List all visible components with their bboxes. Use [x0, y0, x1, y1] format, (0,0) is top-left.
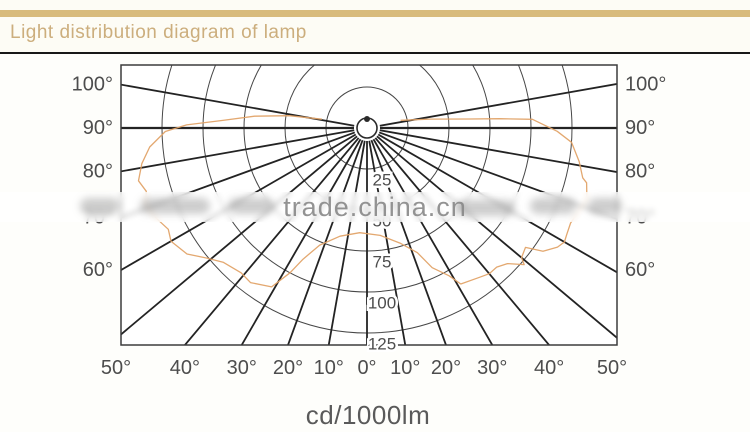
- angle-grid-line: [372, 138, 494, 345]
- chart-units-label: cd/1000lm: [305, 400, 431, 430]
- watermark-smudge: [80, 198, 120, 214]
- side-angle-label-right: 80°: [625, 160, 655, 182]
- side-angle-label-left: 100°: [72, 74, 113, 96]
- side-angle-label-left: 90°: [83, 117, 113, 139]
- angle-grid-line: [121, 133, 357, 272]
- bottom-angle-label: 20°: [431, 357, 461, 379]
- watermark-text: trade.china.cn: [283, 192, 467, 222]
- angle-grid-line: [287, 139, 364, 345]
- lamp-symbol-cap: [364, 116, 370, 122]
- bottom-angle-label: 10°: [390, 357, 420, 379]
- angle-grid-line: [378, 131, 617, 220]
- header-divider: [0, 52, 750, 54]
- radial-tick-label: 75: [373, 253, 392, 272]
- watermark-smudge: [228, 198, 274, 214]
- radial-tick-label: 25: [373, 171, 392, 190]
- angle-grid-line: [240, 138, 362, 345]
- bottom-angle-label: 10°: [314, 357, 344, 379]
- header-accent-bar: [0, 10, 750, 17]
- side-angle-label-right: 100°: [625, 74, 666, 96]
- angle-grid-line: [379, 83, 617, 127]
- bottom-angle-label: 30°: [227, 357, 257, 379]
- bottom-angle-label: 0°: [357, 357, 376, 379]
- angle-grid-line: [370, 139, 447, 345]
- bottom-angle-label: 40°: [534, 357, 564, 379]
- watermark-smudge: [455, 200, 515, 216]
- radial-tick-label: 125: [368, 335, 396, 354]
- angle-grid-line: [379, 129, 617, 173]
- bottom-angle-label: 40°: [170, 357, 200, 379]
- radial-tick-label: 100: [368, 294, 396, 313]
- angle-grid-line: [368, 140, 407, 345]
- angle-grid-line: [121, 129, 355, 173]
- angle-grid-line: [121, 83, 355, 127]
- side-angle-label-right: 90°: [625, 117, 655, 139]
- side-angle-label-left: 60°: [83, 259, 113, 281]
- watermark-band: trade.china.cn: [0, 192, 750, 222]
- bottom-angle-label: 30°: [477, 357, 507, 379]
- watermark-smudge: [140, 198, 210, 214]
- bottom-angle-label: 50°: [597, 357, 627, 379]
- page-title: Light distribution diagram of lamp: [10, 22, 307, 43]
- chart-units-caption: cd/1000lm: [0, 400, 744, 431]
- bottom-angle-label: 50°: [101, 357, 131, 379]
- bottom-angle-label: 20°: [273, 357, 303, 379]
- angle-grid-line: [327, 140, 366, 345]
- side-angle-label-left: 80°: [83, 160, 113, 182]
- angle-grid-line: [121, 131, 356, 219]
- watermark-smudge: [530, 198, 576, 214]
- intensity-curve: [137, 115, 588, 288]
- side-angle-label-right: 60°: [625, 259, 655, 281]
- watermark-smudge: [588, 198, 622, 214]
- angle-grid-line: [377, 133, 617, 274]
